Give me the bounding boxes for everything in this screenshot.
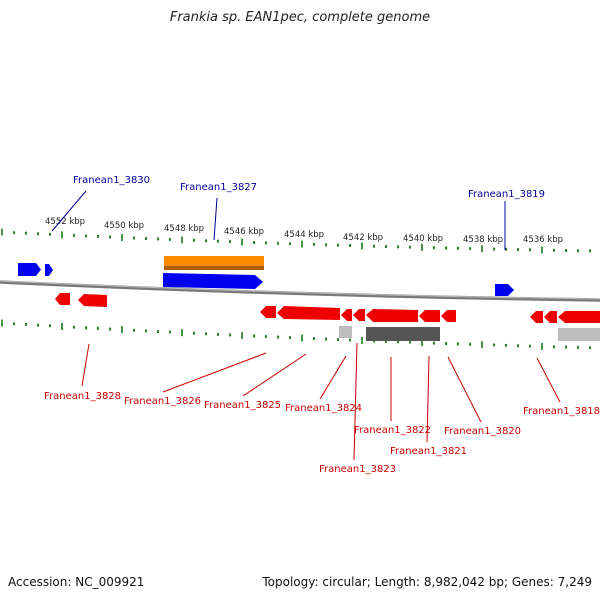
scale-labels: 4552 kbp 4550 kbp 4548 kbp 4546 kbp 4544…: [45, 217, 563, 245]
gene-franean1-3818-left[interactable]: [530, 311, 543, 323]
gene-franean1-3823[interactable]: [353, 309, 365, 321]
feature-gray-dark[interactable]: [366, 327, 440, 341]
top-leader-lines: [51, 190, 506, 250]
leader-franean1-3820: [447, 356, 482, 423]
label-franean1-3827[interactable]: Franean1_3827: [180, 182, 257, 193]
feature-gray-light[interactable]: [558, 328, 600, 341]
cds-orange-bar-shadow: [164, 266, 264, 270]
scale-label-4544: 4544 kbp: [284, 230, 324, 240]
scale-label-4548: 4548 kbp: [164, 224, 204, 234]
scale-label-4552: 4552 kbp: [45, 217, 85, 227]
gene-franean1-3818-mid[interactable]: [544, 311, 557, 323]
gene-franean1-3825[interactable]: [277, 306, 340, 320]
label-franean1-3819[interactable]: Franean1_3819: [468, 189, 545, 200]
gene-franean1-3820[interactable]: [441, 310, 456, 322]
genome-backbone: [0, 280, 600, 302]
leader-franean1-3825: [242, 353, 307, 397]
label-franean1-3826[interactable]: Franean1_3826: [124, 396, 201, 407]
forward-genes: [18, 263, 514, 296]
scale-label-4536: 4536 kbp: [523, 235, 563, 245]
gene-franean1-3819-arrow[interactable]: [495, 284, 514, 296]
gene-franean1-3822[interactable]: [366, 309, 418, 322]
scale-label-4550: 4550 kbp: [104, 221, 144, 231]
leader-franean1-3830: [51, 190, 87, 232]
gene-forward-arrow[interactable]: [18, 263, 41, 276]
scale-label-4540: 4540 kbp: [403, 234, 443, 244]
leader-franean1-3828: [81, 343, 90, 387]
label-franean1-3821[interactable]: Franean1_3821: [390, 446, 467, 457]
label-franean1-3818[interactable]: Franean1_3818: [523, 406, 600, 417]
gray-features: [339, 326, 600, 341]
accession-text: Accession: NC_009921: [8, 575, 145, 589]
gene-franean1-3821[interactable]: [419, 310, 440, 322]
gene-franean1-3826[interactable]: [260, 306, 276, 318]
label-franean1-3828[interactable]: Franean1_3828: [44, 391, 121, 402]
gene-franean1-3818-right[interactable]: [558, 311, 600, 323]
label-franean1-3830[interactable]: Franean1_3830: [73, 175, 150, 186]
label-franean1-3822[interactable]: Franean1_3822: [354, 425, 431, 436]
genome-backbone-highlight: [0, 280, 600, 300]
label-franean1-3825[interactable]: Franean1_3825: [204, 400, 281, 411]
scale-label-4546: 4546 kbp: [224, 227, 264, 237]
leader-franean1-3824: [319, 355, 347, 400]
gene-forward-arrow[interactable]: [45, 264, 53, 276]
gene-franean1-3828-right[interactable]: [78, 294, 107, 307]
top-tick-track: [1, 228, 591, 254]
leader-franean1-3826: [162, 352, 267, 393]
leader-franean1-3823: [353, 342, 358, 461]
leader-franean1-3821: [426, 355, 430, 443]
feature-gray-small[interactable]: [339, 326, 352, 338]
scale-label-4542: 4542 kbp: [343, 233, 383, 243]
bottom-labels: Franean1_3828 Franean1_3826 Franean1_382…: [44, 391, 600, 475]
genome-summary-text: Topology: circular; Length: 8,982,042 bp…: [262, 575, 592, 589]
gene-franean1-3827-block[interactable]: [163, 273, 263, 289]
scale-label-4538: 4538 kbp: [463, 235, 503, 245]
label-franean1-3820[interactable]: Franean1_3820: [444, 426, 521, 437]
label-franean1-3823[interactable]: Franean1_3823: [319, 464, 396, 475]
gene-franean1-3828-left[interactable]: [55, 293, 70, 305]
gene-franean1-3824[interactable]: [341, 309, 352, 321]
leader-franean1-3827: [213, 197, 218, 241]
reverse-genes: [55, 293, 600, 323]
genome-title: Frankia sp. EAN1pec, complete genome: [169, 10, 431, 25]
top-labels: Franean1_3830 Franean1_3827 Franean1_381…: [73, 175, 545, 200]
leader-franean1-3818: [536, 357, 561, 403]
bottom-tick-track: [1, 319, 591, 350]
bottom-leader-lines: [81, 342, 561, 461]
label-franean1-3824[interactable]: Franean1_3824: [285, 403, 362, 414]
